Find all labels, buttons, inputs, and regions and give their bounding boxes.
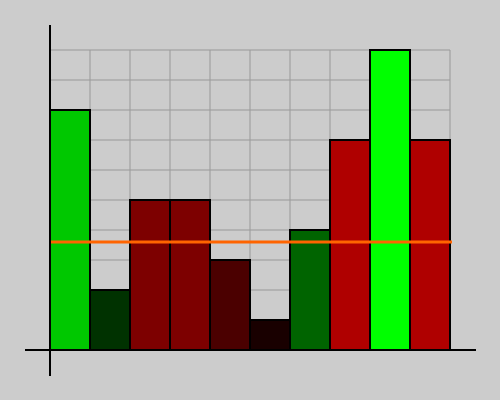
bar-9	[370, 50, 410, 350]
bar-8	[330, 140, 370, 350]
bar-6	[250, 320, 290, 350]
bar-2	[90, 290, 130, 350]
bar-10	[410, 140, 450, 350]
bar-7	[290, 230, 330, 350]
bar-4	[170, 200, 210, 350]
bar-1	[50, 110, 90, 350]
bar-3	[130, 200, 170, 350]
bar-5	[210, 260, 250, 350]
